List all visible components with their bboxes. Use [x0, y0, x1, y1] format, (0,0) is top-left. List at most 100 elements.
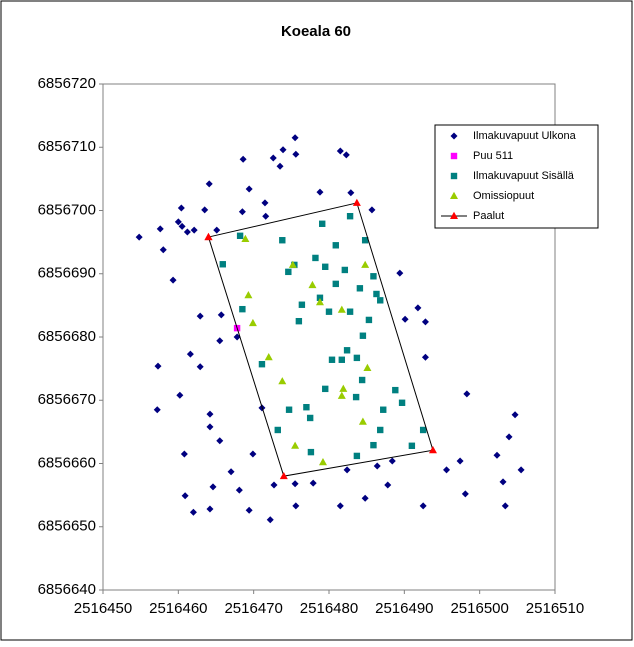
data-point: [370, 441, 377, 449]
x-tick-label: 2516470: [224, 600, 282, 617]
data-point: [322, 263, 329, 270]
data-point: [421, 353, 429, 361]
data-point: [356, 285, 364, 292]
legend-frame: [434, 124, 599, 229]
data-point: [443, 466, 451, 474]
data-point: [398, 399, 406, 406]
legend-label: Puu 511: [473, 150, 513, 162]
y-tick-label: 6856710: [38, 138, 96, 155]
data-point: [156, 225, 164, 233]
data-point: [353, 354, 361, 362]
data-point: [241, 234, 250, 242]
data-point: [292, 150, 300, 158]
data-point: [183, 228, 191, 236]
data-point: [332, 280, 339, 288]
data-point: [419, 426, 427, 434]
legend-label: Ilmakuvapuut Ulkona: [473, 130, 577, 142]
data-point: [358, 376, 366, 384]
data-point: [186, 350, 194, 358]
data-point: [337, 305, 346, 313]
x-tick-label: 2516500: [450, 600, 508, 617]
data-point: [217, 311, 225, 319]
data-point: [361, 260, 370, 268]
data-point: [306, 414, 314, 422]
legend-marker: [450, 172, 458, 180]
data-point: [181, 492, 189, 500]
data-point: [291, 134, 299, 142]
data-point: [319, 220, 326, 227]
data-point: [363, 363, 372, 371]
data-point: [206, 505, 214, 513]
y-tick-label: 6856670: [38, 391, 96, 408]
data-point: [279, 471, 288, 480]
data-point: [316, 188, 324, 196]
data-point: [219, 261, 226, 268]
data-point: [266, 516, 274, 524]
data-point: [322, 385, 329, 393]
data-point: [511, 411, 519, 419]
data-point: [428, 446, 437, 454]
data-point: [298, 301, 306, 308]
data-point: [396, 269, 404, 277]
data-point: [180, 450, 188, 458]
data-point: [285, 268, 292, 276]
legend-marker: [450, 211, 458, 219]
y-tick-label: 6856640: [38, 581, 96, 598]
data-point: [307, 448, 315, 456]
data-point: [201, 206, 209, 214]
data-point: [308, 280, 317, 289]
y-tick-label: 6856660: [38, 454, 96, 471]
data-point: [238, 208, 246, 216]
data-point: [236, 232, 244, 239]
data-point: [239, 305, 246, 313]
data-point: [276, 162, 284, 170]
data-point: [365, 316, 373, 324]
data-point: [347, 189, 355, 197]
data-point: [227, 468, 235, 476]
data-point: [274, 426, 281, 434]
data-point: [176, 391, 184, 399]
data-point: [216, 337, 224, 345]
data-point: [249, 450, 257, 458]
data-point: [285, 406, 293, 413]
data-point: [361, 494, 369, 502]
data-point: [408, 442, 416, 449]
data-point: [292, 502, 300, 510]
data-point: [361, 237, 369, 244]
data-point: [377, 426, 384, 434]
data-point: [190, 226, 198, 234]
data-point: [341, 266, 349, 274]
data-point: [278, 377, 287, 385]
data-point: [388, 457, 396, 465]
legend-label: Omissiopuut: [473, 190, 534, 202]
data-point: [318, 458, 327, 466]
legend-marker: [450, 132, 458, 140]
y-tick-label: 6856690: [38, 265, 96, 282]
data-point: [352, 393, 360, 401]
data-point: [505, 433, 513, 441]
data-point: [178, 222, 186, 230]
legend-label: Paalut: [473, 210, 504, 222]
data-point: [189, 508, 197, 516]
chart-title: Koeala 60: [281, 23, 351, 40]
data-point: [359, 332, 367, 339]
data-point: [245, 185, 253, 193]
data-point: [291, 441, 300, 449]
data-point: [353, 452, 361, 460]
data-point: [235, 486, 243, 494]
data-point: [213, 226, 221, 234]
data-point: [342, 151, 350, 159]
data-point: [204, 232, 213, 241]
data-point: [336, 502, 344, 510]
data-point: [169, 276, 177, 284]
data-point: [196, 312, 204, 320]
data-point: [493, 451, 501, 459]
data-point: [463, 390, 471, 398]
x-tick-label: 2516510: [526, 600, 584, 617]
data-point: [358, 417, 367, 425]
data-point: [461, 490, 469, 498]
y-tick-label: 6856700: [38, 201, 96, 218]
data-point: [216, 437, 224, 445]
